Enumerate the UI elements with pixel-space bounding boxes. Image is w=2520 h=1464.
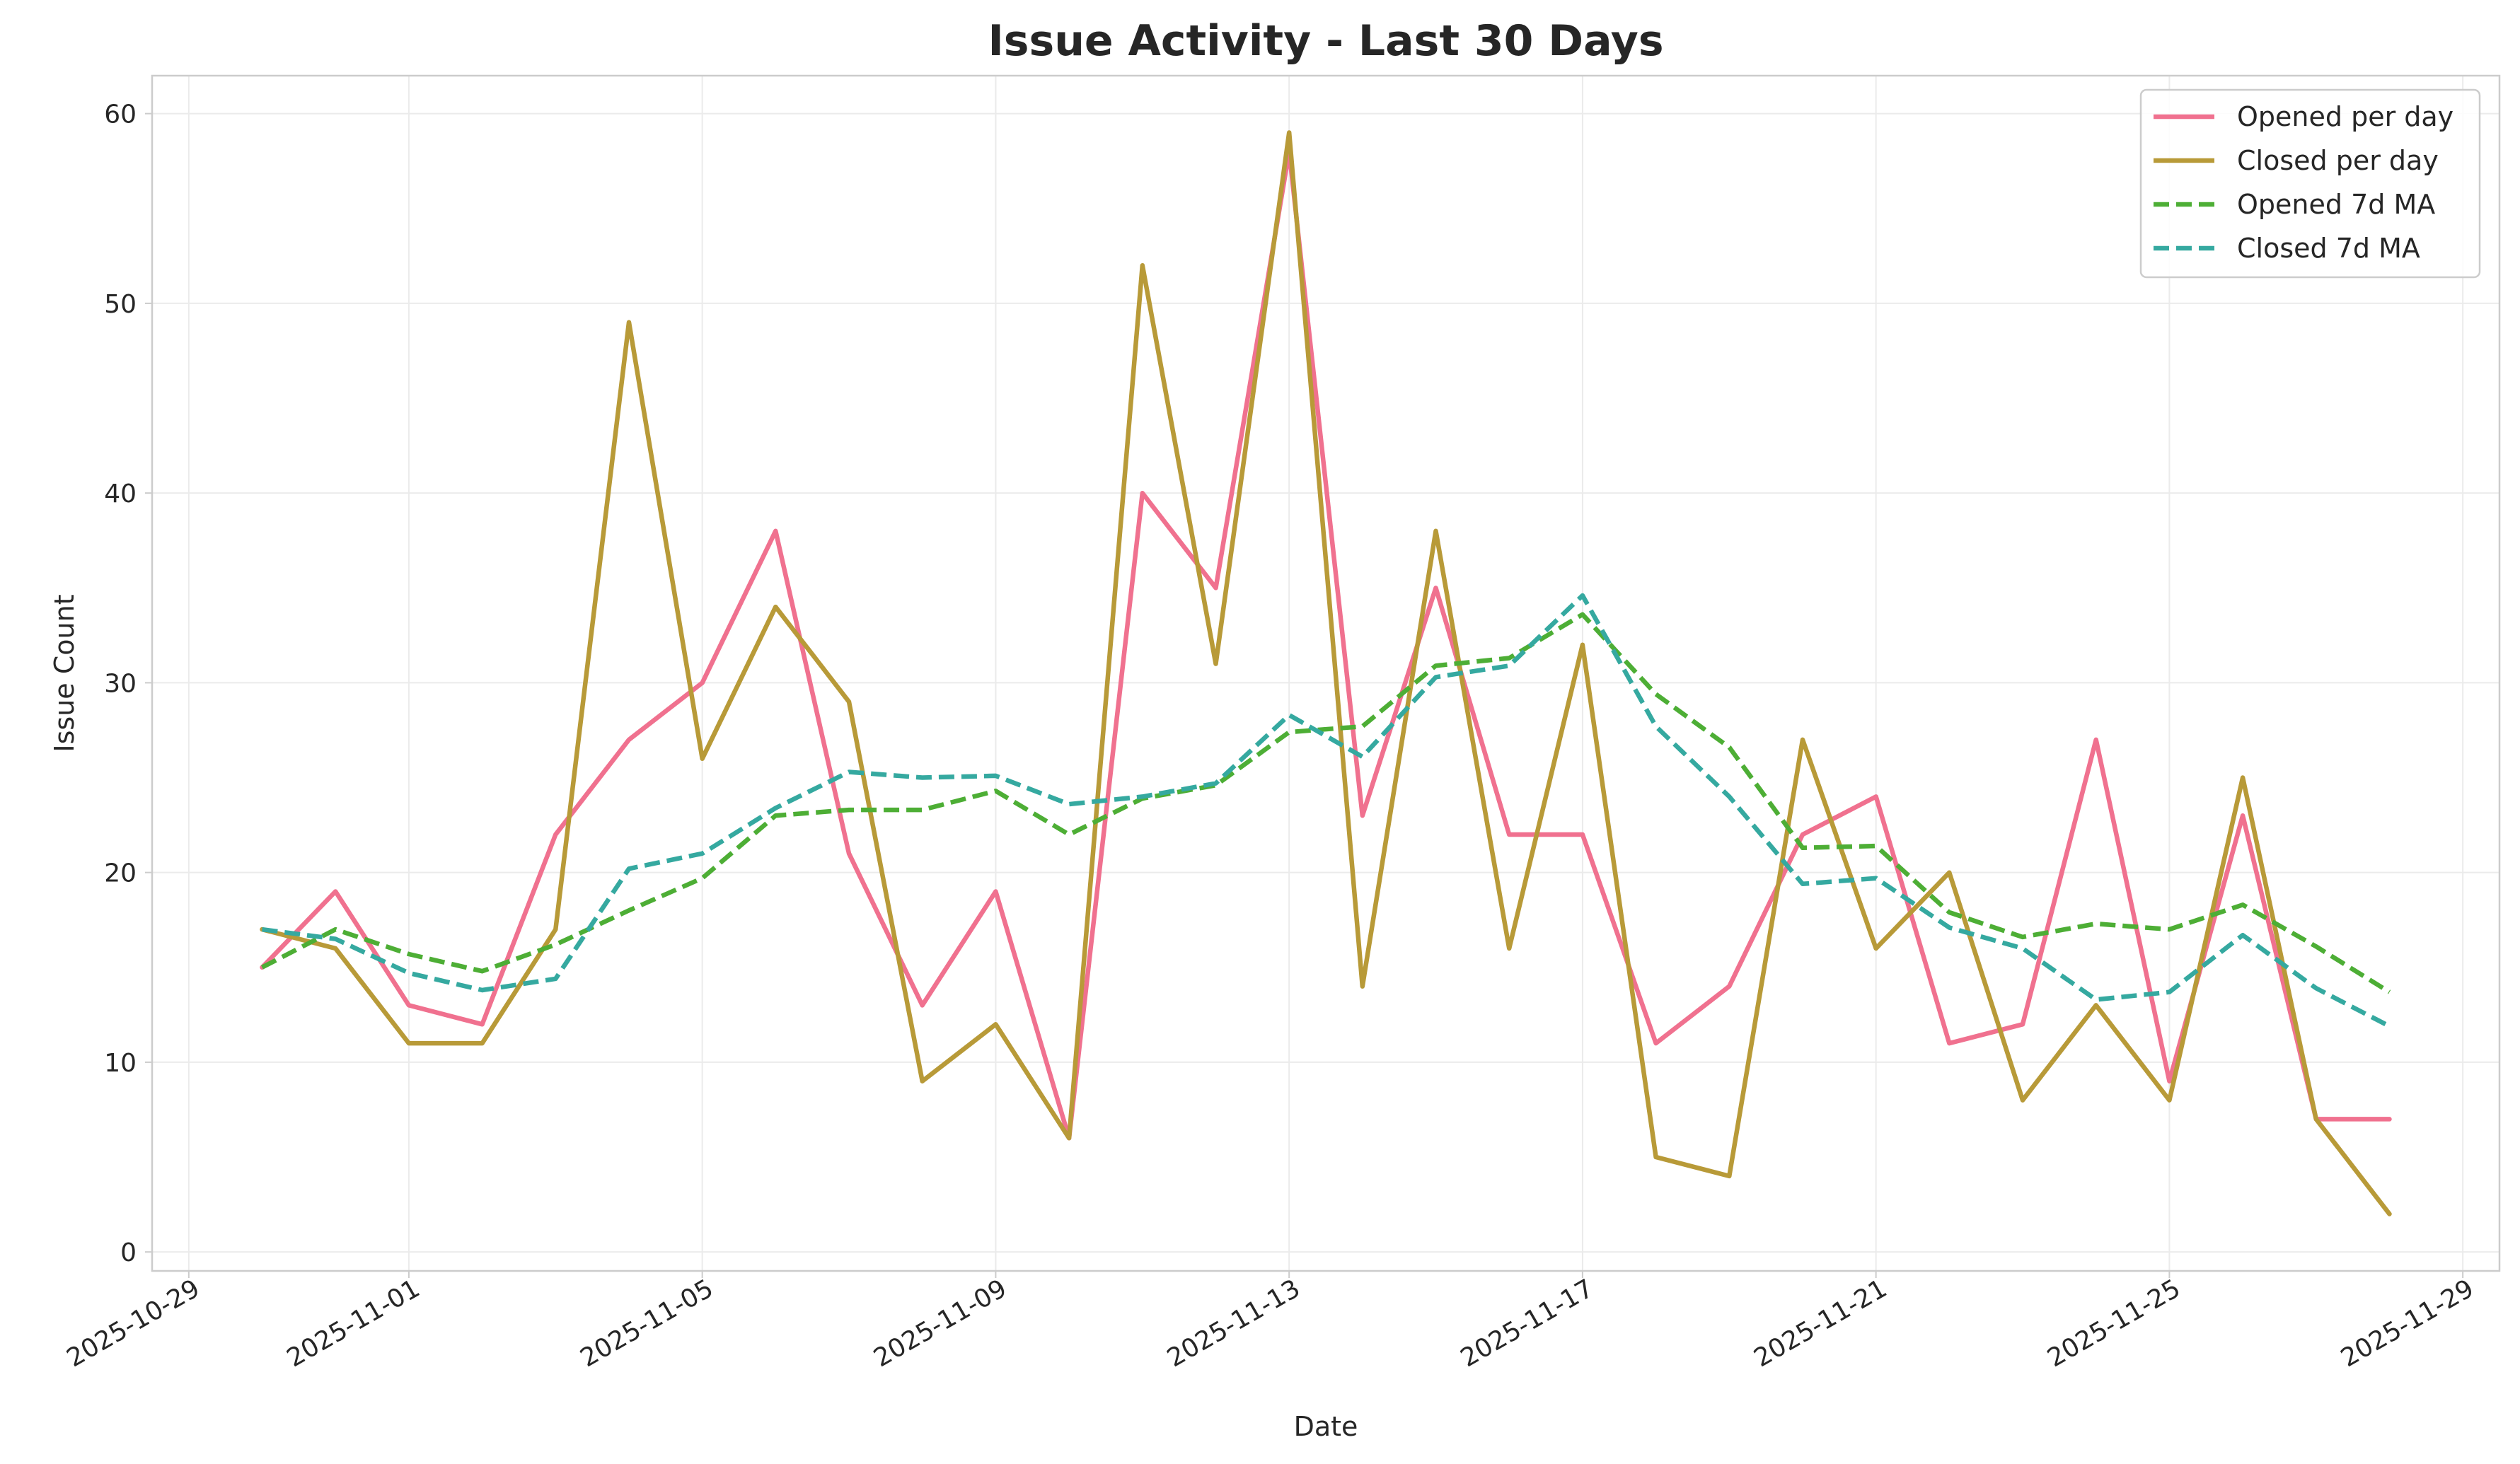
x-axis-label: Date [1294,1411,1358,1442]
legend-label: Closed per day [2237,145,2439,176]
legend-label: Opened 7d MA [2237,189,2435,220]
series-line-opened-per-day [260,149,2392,1141]
y-tick-label: 20 [104,859,137,888]
series-lines [260,130,2392,1216]
legend-label: Opened per day [2237,101,2453,132]
y-tick-label: 40 [104,480,137,509]
y-tick-label: 60 [104,100,137,129]
y-tick-label: 0 [120,1238,137,1267]
y-tick-label: 30 [104,669,137,698]
legend-box [2139,88,2481,279]
series-line-closed-per-day [260,130,2392,1216]
plot-area-frame [151,74,2501,1272]
y-tick-label: 50 [104,290,137,319]
legend: Opened per day Closed per day Opened 7d MA… [2139,88,2481,279]
legend-label: Closed 7d MA [2237,233,2420,264]
series-line-opened-7d-ma [261,612,2391,994]
y-axis-label: Issue Count [49,594,80,752]
chart-title: Issue Activity - Last 30 Days [988,16,1663,66]
y-tick-label: 10 [104,1049,137,1078]
series-line-closed-7d-ma [262,593,2391,1028]
